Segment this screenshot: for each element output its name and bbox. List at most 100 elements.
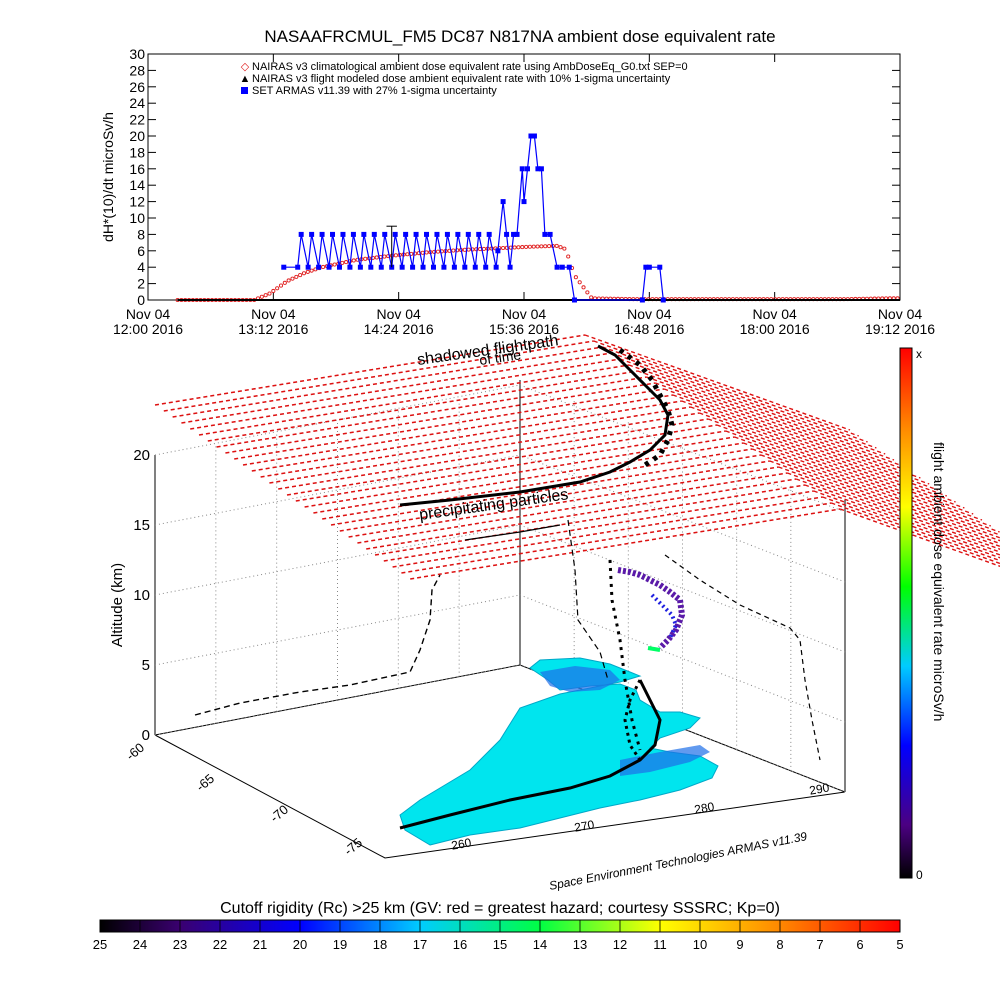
data-point-armas: [486, 231, 492, 237]
data-point-armas: [500, 199, 506, 205]
x-tick-label-date: Nov 04: [878, 306, 923, 322]
dose-points-green: [647, 646, 661, 652]
data-point-armas: [507, 264, 513, 270]
data-point-nairas-clim: [435, 249, 441, 254]
3d-dotted-grid: [154, 384, 846, 793]
dose-colorbar: x 0 flight ambient dose equivalent rate …: [899, 347, 947, 882]
data-point-armas: [309, 231, 315, 237]
data-point-armas: [514, 231, 520, 237]
rigidity-tick-label: 12: [613, 937, 627, 952]
data-point-nairas-clim: [451, 248, 456, 253]
y-tick-label: 0: [137, 292, 145, 308]
x-tick-label-date: Nov 04: [251, 306, 296, 322]
y-tick-label: 30: [129, 46, 145, 62]
data-point-armas: [528, 133, 534, 139]
y-tick-label: 16: [129, 161, 145, 177]
red-layer-side: [646, 376, 912, 473]
grid-line-side: [519, 454, 846, 583]
series-layer: [175, 133, 900, 303]
data-point-nairas-clim: [259, 294, 264, 299]
data-point-nairas-clim: [290, 276, 295, 281]
red-layer-side: [778, 466, 1000, 548]
data-point-armas: [392, 231, 398, 237]
data-point-nairas-clim: [363, 256, 368, 261]
data-point-armas: [434, 231, 440, 237]
data-point-armas: [660, 297, 666, 303]
data-point-armas: [316, 264, 322, 270]
data-point-armas: [295, 264, 301, 270]
red-layer-side: [699, 412, 965, 509]
data-point-armas: [493, 264, 499, 270]
data-point-armas: [399, 264, 405, 270]
data-point-armas: [504, 231, 510, 237]
red-layer-side: [760, 454, 1000, 542]
data-point-armas: [340, 231, 346, 237]
data-point-nairas-clim: [374, 255, 379, 260]
data-point-armas: [646, 264, 652, 270]
rigidity-tick-label: 14: [533, 937, 547, 952]
y-tick-label: 8: [137, 226, 145, 242]
x-tick-label-time: 14:24 2016: [364, 321, 434, 337]
red-layer-row: [322, 448, 753, 520]
ground-track-dots: [623, 679, 642, 761]
red-layer-side: [716, 424, 983, 521]
data-point-nairas-clim: [332, 262, 337, 267]
red-layer-row: [225, 382, 656, 454]
data-point-armas: [330, 231, 336, 237]
data-point-nairas-clim: [577, 280, 582, 285]
rigidity-tick-label: 22: [213, 937, 227, 952]
red-layer-row: [181, 352, 612, 424]
latitude-tick-label: -65: [193, 771, 217, 795]
data-point-armas: [462, 264, 468, 270]
rigidity-tick-label: 13: [573, 937, 587, 952]
x-tick-label-date: Nov 04: [752, 306, 797, 322]
data-point-nairas-clim: [393, 253, 398, 258]
red-layer-row: [154, 334, 586, 406]
data-point-nairas-clim: [271, 288, 276, 294]
red-layer-side: [628, 364, 895, 461]
data-point-nairas-clim: [531, 244, 536, 249]
dose-colorbar-title: flight ambient dose equivalent rate micr…: [931, 442, 947, 721]
rigidity-tick-label: 18: [373, 937, 387, 952]
altitude-tick-label: 20: [133, 447, 150, 464]
altitude-tick-label: 10: [133, 587, 150, 604]
x-tick-label-date: Nov 04: [502, 306, 547, 322]
legend-entry-nairas-flight: ▲ NAIRAS v3 flight modeled dose ambient …: [240, 73, 671, 85]
vertical-descent-2: [608, 559, 642, 751]
x-tick-label-date: Nov 04: [126, 306, 171, 322]
red-layer-row: [163, 340, 594, 412]
longitude-tick-label: 270: [573, 817, 595, 834]
red-layer-side: [795, 478, 1000, 553]
dose-colorbar-min: 0: [916, 868, 923, 882]
legend-label: NAIRAS v3 flight modeled dose ambient eq…: [252, 73, 671, 85]
data-point-armas: [350, 231, 356, 237]
data-point-armas: [554, 264, 560, 270]
circle-marker-icon: ◇: [241, 61, 250, 73]
series-line-armas: [283, 135, 664, 301]
red-layer-row: [392, 496, 823, 568]
low-altitude-track: [194, 574, 441, 716]
data-point-armas: [571, 297, 577, 303]
data-point-nairas-clim: [481, 246, 487, 251]
data-point-nairas-clim: [420, 250, 425, 255]
y-tick-label: 26: [129, 79, 145, 95]
rigidity-tick-label: 15: [493, 937, 507, 952]
data-point-armas: [535, 166, 541, 172]
data-point-nairas-clim: [535, 244, 540, 249]
chart-title: NASAAFRCMUL_FM5 DC87 N817NA ambient dose…: [264, 27, 775, 46]
legend-label: NAIRAS v3 climatological ambient dose eq…: [252, 61, 688, 73]
red-layer-side: [743, 442, 1000, 536]
y-tick-label: 28: [129, 62, 145, 78]
red-layer-side: [690, 406, 956, 503]
data-point-armas: [476, 231, 482, 237]
data-point-armas: [368, 264, 374, 270]
rigidity-tick-label: 21: [253, 937, 267, 952]
data-point-nairas-clim: [305, 269, 310, 274]
floor-coverage-blue: [620, 745, 710, 776]
data-point-armas: [519, 166, 525, 172]
x-tick-label-time: 12:00 2016: [113, 321, 183, 337]
x-tick-label-time: 18:00 2016: [740, 321, 810, 337]
data-point-nairas-clim: [267, 291, 272, 296]
